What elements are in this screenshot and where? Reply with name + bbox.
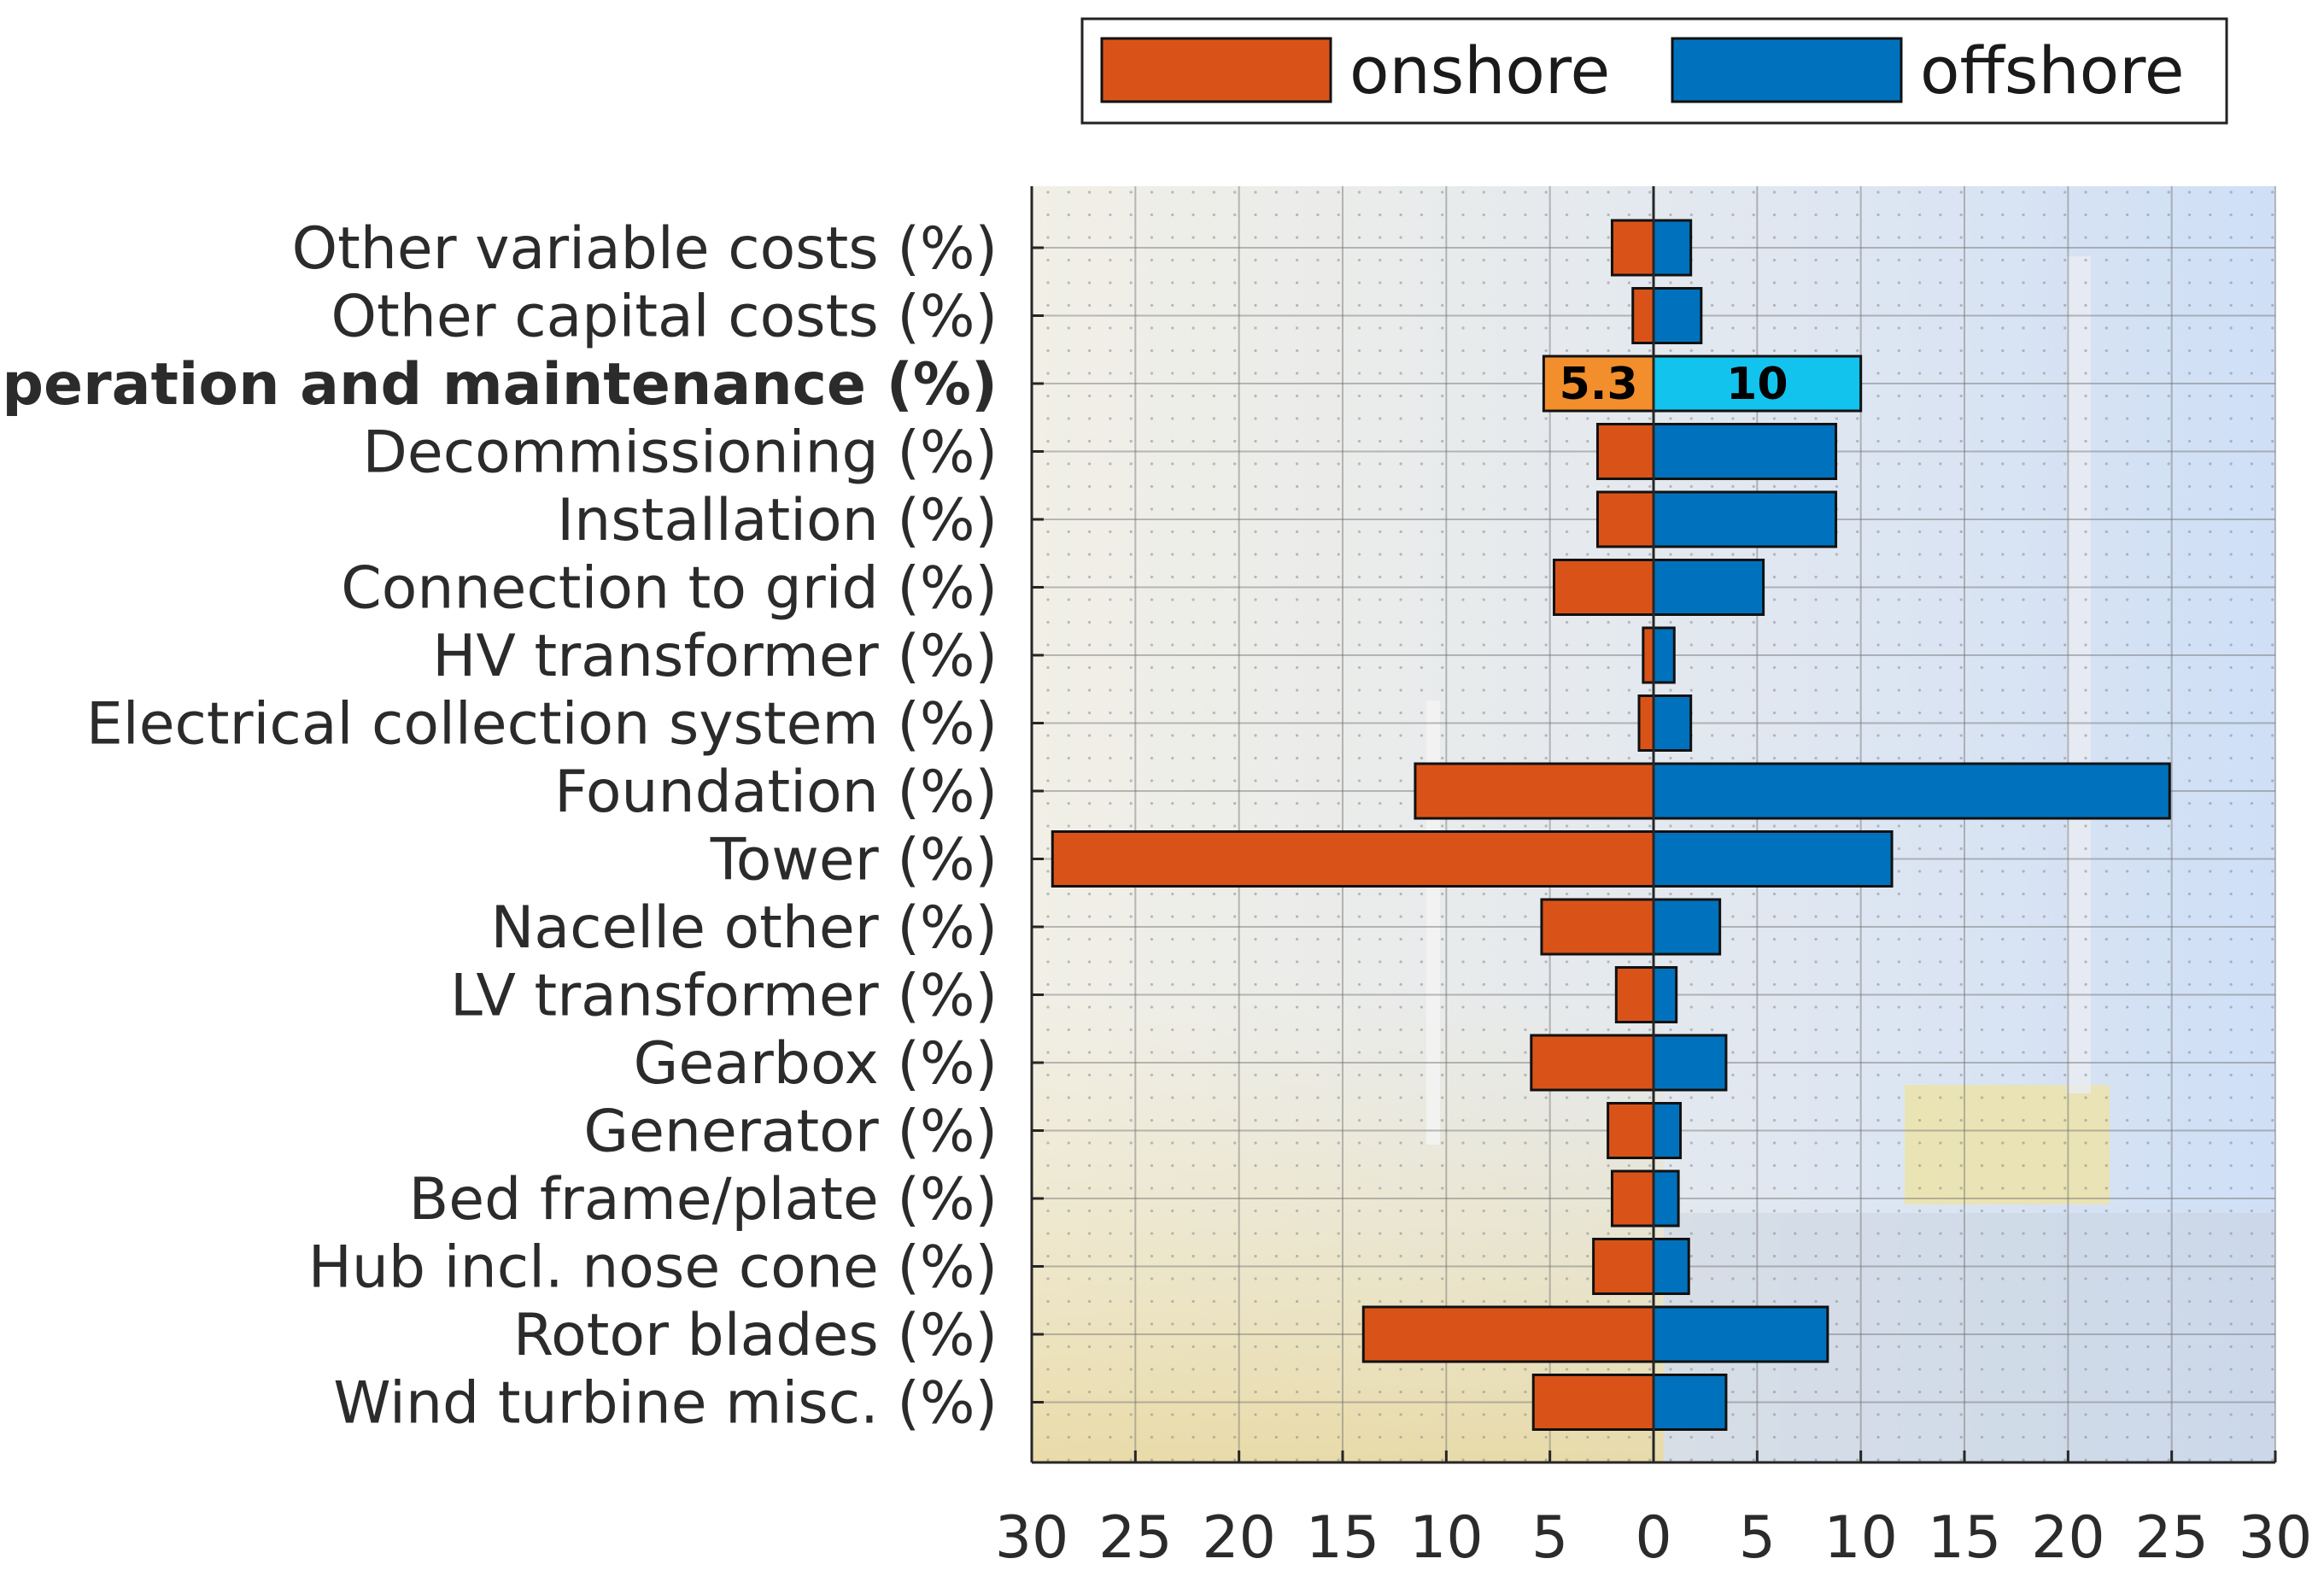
bar-offshore [1652, 898, 1722, 956]
legend-label-onshore: onshore [1349, 32, 1610, 108]
grid-lines [1031, 186, 2276, 1462]
bar-offshore [1652, 287, 1703, 344]
axes [1030, 186, 2277, 1464]
x-tick-label-onshore: 15 [1306, 1504, 1380, 1572]
category-label: Hub incl. nose cone (%) [308, 1234, 998, 1302]
bar-onshore [1610, 219, 1655, 277]
bar-offshore [1652, 626, 1676, 684]
bar-onshore [1592, 1238, 1655, 1295]
category-label: HV transformer (%) [432, 623, 998, 690]
bar-offshore [1652, 1102, 1683, 1159]
category-label: Foundation (%) [554, 759, 998, 826]
x-tick-label-onshore: 0 [1635, 1504, 1671, 1572]
bar-onshore [1540, 898, 1655, 956]
bar-offshore [1652, 490, 1838, 548]
bar-offshore [1652, 1374, 1728, 1431]
legend-label-offshore: offshore [1920, 32, 2184, 108]
bar-onshore [1530, 1034, 1655, 1092]
bar-onshore [1542, 355, 1655, 413]
x-tick-label-offshore: 30 [2239, 1504, 2313, 1572]
x-tick-label-offshore: 20 [2031, 1504, 2105, 1572]
category-label: Other capital costs (%) [331, 284, 998, 351]
data-label-onshore: 5.3 [1560, 359, 1638, 410]
bar-offshore [1652, 1034, 1728, 1092]
bar-onshore [1595, 490, 1655, 548]
bar-offshore [1652, 219, 1693, 277]
data-label-offshore: 10 [1726, 359, 1788, 410]
category-label: Operation and maintenance (%) [0, 351, 998, 419]
legend-swatch-onshore [1100, 37, 1332, 103]
category-label: Electrical collection system (%) [86, 691, 998, 759]
bar-onshore [1614, 966, 1655, 1023]
bar-onshore [1607, 1102, 1655, 1159]
bar-onshore [1642, 626, 1655, 684]
x-tick-label-offshore: 5 [1739, 1504, 1776, 1572]
bar-onshore [1595, 423, 1655, 480]
category-label: Bed frame/plate (%) [409, 1166, 998, 1233]
category-label: Wind turbine misc. (%) [333, 1370, 998, 1438]
bar-offshore [1652, 966, 1678, 1023]
x-tick-label-offshore: 25 [2134, 1504, 2209, 1572]
x-tick-label-onshore: 10 [1409, 1504, 1484, 1572]
bar-onshore [1637, 694, 1655, 752]
category-label: Tower (%) [710, 827, 998, 894]
category-label: LV transformer (%) [450, 963, 998, 1030]
bar-onshore [1051, 830, 1655, 888]
bar-onshore [1631, 287, 1655, 344]
bar-offshore [1652, 694, 1693, 752]
x-tick-label-onshore: 5 [1531, 1504, 1568, 1572]
bar-offshore [1652, 762, 2171, 820]
bar-onshore [1553, 559, 1655, 616]
bar-onshore [1414, 762, 1655, 820]
bar-offshore [1652, 1305, 1829, 1363]
category-label: Connection to grid (%) [341, 555, 998, 623]
bar-onshore [1610, 1169, 1655, 1228]
bars: 5.3 10 [1051, 219, 2171, 1431]
category-label: Rotor blades (%) [513, 1302, 998, 1369]
category-label: Other variable costs (%) [292, 215, 998, 283]
legend: onshore offshore [1080, 17, 2228, 125]
bar-offshore [1652, 1238, 1690, 1295]
x-tick-label-offshore: 15 [1928, 1504, 2002, 1572]
bar-offshore [1652, 559, 1765, 616]
bar-onshore [1531, 1374, 1655, 1431]
x-tick-label-onshore: 25 [1098, 1504, 1173, 1572]
category-label: Gearbox (%) [634, 1030, 998, 1098]
bar-offshore [1652, 423, 1838, 480]
bar-onshore [1361, 1305, 1655, 1363]
bar-offshore [1652, 1169, 1680, 1228]
category-label: Installation (%) [557, 487, 998, 554]
bar-offshore [1652, 355, 1863, 413]
bar-offshore [1652, 830, 1894, 888]
category-label: Decommissioning (%) [363, 419, 998, 487]
category-label: Generator (%) [583, 1099, 998, 1166]
x-tick-label-onshore: 20 [1202, 1504, 1276, 1572]
x-tick-label-offshore: 10 [1823, 1504, 1898, 1572]
legend-swatch-offshore [1671, 37, 1903, 103]
x-tick-label-onshore: 30 [995, 1504, 1069, 1572]
x-tick-labels: 30 25 20 15 10 5 0 5 10 15 20 25 30 [995, 1504, 2313, 1572]
category-labels: Other variable costs (%)Other capital co… [0, 215, 998, 1438]
category-label: Nacelle other (%) [491, 894, 998, 962]
